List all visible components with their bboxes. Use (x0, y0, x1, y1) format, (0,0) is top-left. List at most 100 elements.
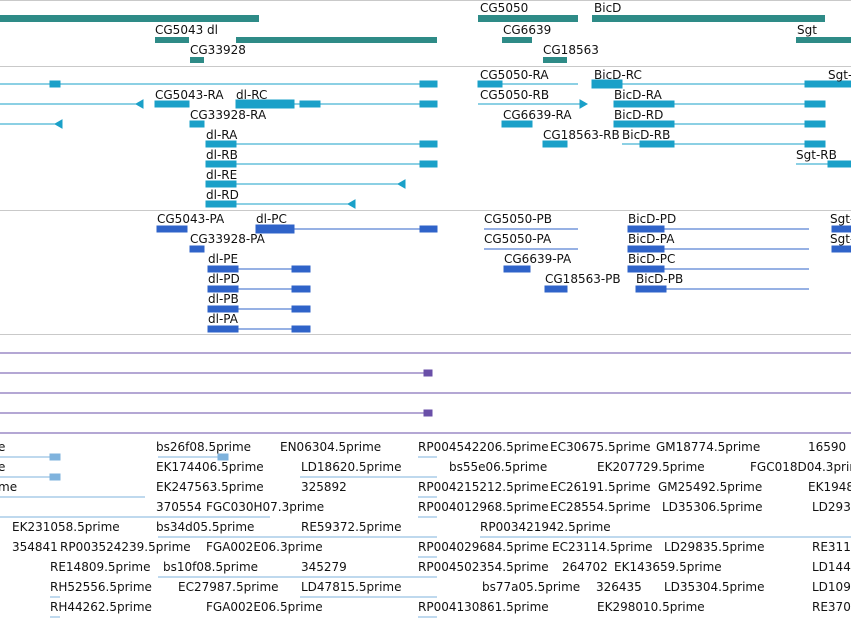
gene-bar-cg18563[interactable] (543, 57, 567, 63)
est-label[interactable]: 16590 (808, 440, 847, 454)
est-label[interactable]: RE14809.5prime (50, 560, 151, 574)
protein-label[interactable]: CG5043-PA (157, 212, 225, 226)
est-label[interactable]: EC27987.5prime (178, 580, 279, 594)
transcript-label[interactable]: CG5050-RB (480, 88, 550, 102)
gene-label[interactable]: CG5043 dl (155, 23, 218, 37)
est-label[interactable]: EK143659.5prime (614, 560, 722, 574)
est-label[interactable]: RP004542206.5prime (418, 440, 549, 454)
gene-bar-cg5043-dl[interactable] (0, 15, 259, 22)
est-label[interactable]: bs10f08.5prime (163, 560, 259, 574)
gene-label[interactable]: CG33928 (190, 43, 246, 57)
transcript-label[interactable]: CG5043-RA (155, 88, 224, 102)
protein-label[interactable]: CG33928-PA (190, 232, 265, 246)
gene-bar-cg5043[interactable] (155, 37, 189, 43)
gene-bar-dl[interactable] (236, 37, 437, 43)
est-label[interactable]: EN06304.5prime (280, 440, 382, 454)
protein-label[interactable]: dl-PE (208, 252, 239, 266)
est-label[interactable]: FGA002E06.5prime (206, 600, 323, 614)
est-label[interactable]: RP004215212.5prime (418, 480, 549, 494)
est-label[interactable]: e (0, 460, 6, 474)
protein-label[interactable]: BicD-PB (636, 272, 684, 286)
transcript-label[interactable]: CG5050-RA (480, 68, 549, 82)
est-label[interactable]: RP003524239.5prime (60, 540, 191, 554)
transcript-label[interactable]: CG33928-RA (190, 108, 267, 122)
transcript-label[interactable]: dl-RD (206, 188, 239, 202)
protein-label[interactable]: CG5050-PB (484, 212, 553, 226)
gene-label[interactable]: CG18563 (543, 43, 599, 57)
transcript-label[interactable]: BicD-RB (622, 128, 671, 142)
est-label[interactable]: LD293 (812, 500, 851, 514)
est-label[interactable]: bs77a05.5prime (482, 580, 581, 594)
est-label[interactable]: FGA002E06.3prime (206, 540, 323, 554)
protein-label[interactable]: BicD-PC (628, 252, 676, 266)
transcript-label[interactable]: BicD-RD (614, 108, 664, 122)
est-label[interactable]: EK207729.5prime (597, 460, 705, 474)
transcript-label[interactable]: Sgt-RB (796, 148, 837, 162)
transcript-label[interactable]: dl-RE (206, 168, 238, 182)
protein-label[interactable]: BicD-PA (628, 232, 675, 246)
est-label[interactable]: RP004012968.5prime (418, 500, 549, 514)
est-label[interactable]: RH52556.5prime (50, 580, 152, 594)
est-label[interactable]: EC30675.5prime (550, 440, 651, 454)
protein-label[interactable]: Sgt- (830, 232, 851, 246)
est-label[interactable]: FGC018D04.3prim (750, 460, 851, 474)
transcript-label[interactable]: BicD-RA (614, 88, 662, 102)
est-label[interactable]: bs55e06.5prime (449, 460, 548, 474)
est-label[interactable]: LD29835.5prime (664, 540, 765, 554)
gene-bar-cg5050[interactable] (478, 15, 578, 22)
est-label[interactable]: LD18620.5prime (301, 460, 402, 474)
est-label[interactable]: EK1948 (808, 480, 851, 494)
est-label[interactable]: 325892 (301, 480, 347, 494)
transcript-label[interactable]: dl-RB (206, 148, 238, 162)
est-label[interactable]: 264702 (562, 560, 608, 574)
est-label[interactable]: 370554 (156, 500, 202, 514)
est-label[interactable]: EC26191.5prime (550, 480, 651, 494)
est-label[interactable]: LD144 (812, 560, 851, 574)
transcript-label[interactable]: CG18563-RB (543, 128, 620, 142)
est-label[interactable]: FGC030H07.3prime (206, 500, 325, 514)
est-label[interactable]: e (0, 440, 6, 454)
est-label[interactable]: LD35304.5prime (664, 580, 765, 594)
est-label[interactable]: RP004502354.5prime (418, 560, 549, 574)
protein-label[interactable]: dl-PC (256, 212, 287, 226)
est-label[interactable]: bs34d05.5prime (156, 520, 255, 534)
protein-label[interactable]: CG6639-PA (504, 252, 572, 266)
gene-bar-cg33928[interactable] (190, 57, 204, 63)
gene-bar-cg6639[interactable] (502, 37, 532, 43)
est-label[interactable]: RE59372.5prime (301, 520, 402, 534)
est-label[interactable]: RH44262.5prime (50, 600, 152, 614)
protein-label[interactable]: CG18563-PB (545, 272, 621, 286)
est-label[interactable]: 354841 (12, 540, 58, 554)
est-label[interactable]: 345279 (301, 560, 347, 574)
est-label[interactable]: GM18774.5prime (656, 440, 761, 454)
protein-label[interactable]: CG5050-PA (484, 232, 552, 246)
est-label[interactable]: EC28554.5prime (550, 500, 651, 514)
protein-label[interactable]: BicD-PD (628, 212, 677, 226)
est-label[interactable]: EC23114.5prime (552, 540, 653, 554)
protein-label[interactable]: dl-PA (208, 312, 238, 326)
protein-label[interactable]: dl-PD (208, 272, 240, 286)
est-label[interactable]: EK174406.5prime (156, 460, 264, 474)
est-label[interactable]: LD109 (812, 580, 851, 594)
est-label[interactable]: bs26f08.5prime (156, 440, 252, 454)
est-label[interactable]: EK247563.5prime (156, 480, 264, 494)
est-label[interactable]: RP003421942.5prime (480, 520, 611, 534)
est-label[interactable]: GM25492.5prime (658, 480, 763, 494)
transcript-label[interactable]: CG6639-RA (503, 108, 572, 122)
transcript-label[interactable]: Sgt- (828, 68, 851, 82)
est-label[interactable]: LD47815.5prime (301, 580, 402, 594)
gene-label[interactable]: CG6639 (503, 23, 552, 37)
est-label[interactable]: me (0, 480, 18, 494)
gene-bar-sgt[interactable] (796, 37, 851, 43)
gene-label[interactable]: CG5050 (480, 1, 529, 15)
transcript-label[interactable]: dl-RC (236, 88, 268, 102)
transcript-label[interactable]: BicD-RC (594, 68, 642, 82)
est-label[interactable]: RP004130861.5prime (418, 600, 549, 614)
gene-label[interactable]: BicD (594, 1, 622, 15)
gene-bar-bicd[interactable] (592, 15, 825, 22)
gene-label[interactable]: Sgt (797, 23, 817, 37)
protein-label[interactable]: dl-PB (208, 292, 239, 306)
transcript-label[interactable]: dl-RA (206, 128, 238, 142)
est-label[interactable]: RE311 (812, 540, 851, 554)
protein-label[interactable]: Sgt- (830, 212, 851, 226)
